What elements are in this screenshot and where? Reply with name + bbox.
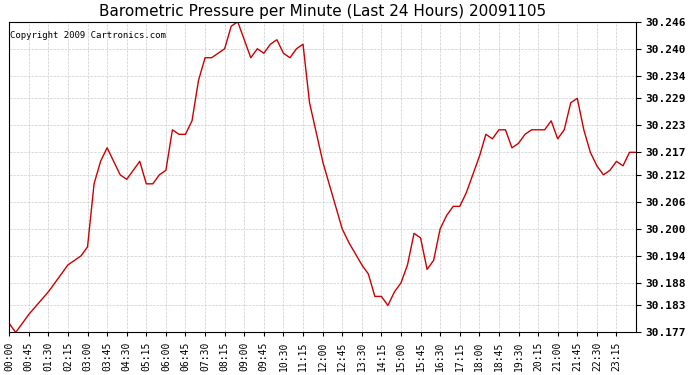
Text: Copyright 2009 Cartronics.com: Copyright 2009 Cartronics.com [10,31,166,40]
Title: Barometric Pressure per Minute (Last 24 Hours) 20091105: Barometric Pressure per Minute (Last 24 … [99,4,546,19]
